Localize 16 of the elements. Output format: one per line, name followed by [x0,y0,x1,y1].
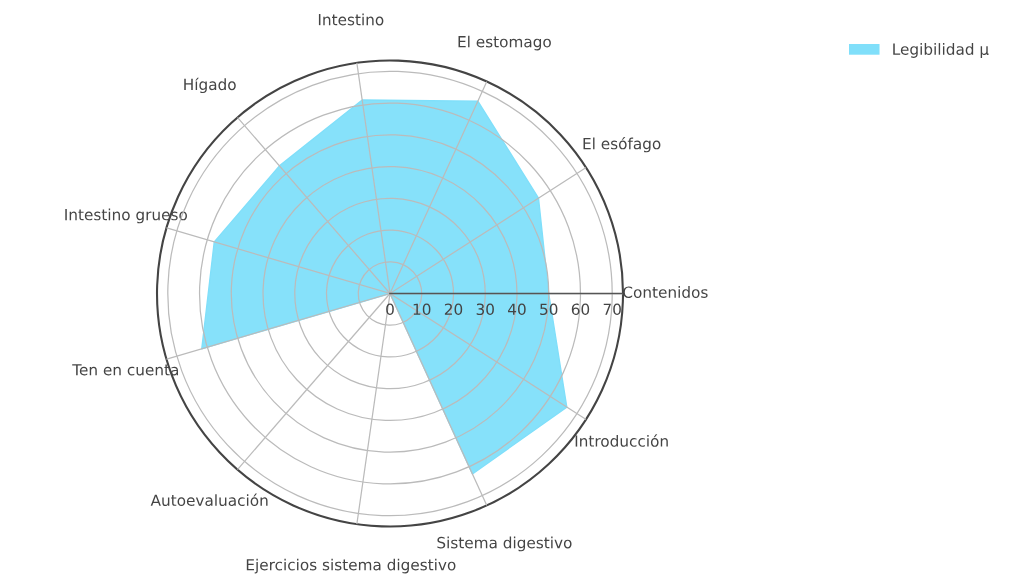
y-tick-label: 0 [386,303,394,316]
y-tick-label: 40 [508,303,526,316]
spoke-label: El estomago [458,35,551,51]
y-tick-label: 60 [571,303,590,316]
y-tick-label: 10 [413,303,431,316]
y-tick-label: 30 [476,303,494,316]
spoke-label: Sistema digestivo [437,536,572,552]
spoke-label: Ejercicios sistema digestivo [246,558,456,574]
spoke-label: Intestino [318,13,384,26]
spoke-label: Hígado [184,77,236,94]
spoke-label: Introducción [575,434,668,447]
y-tick-label: 20 [444,303,463,316]
legend-label: Legibilidad μ [893,43,989,58]
y-tick-label: 70 [603,303,621,316]
spoke-label: El esófago [583,136,661,153]
spoke-label: Autoevaluación [150,493,268,507]
